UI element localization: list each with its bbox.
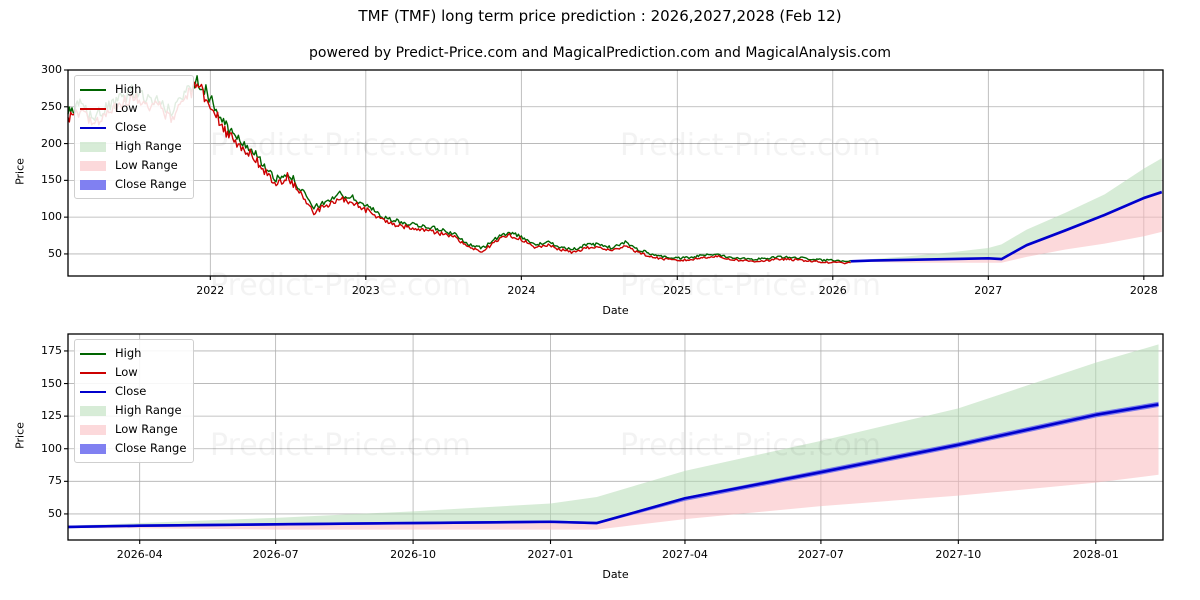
legend-label: Close	[115, 383, 147, 398]
x-tick-label: 2027-10	[935, 548, 982, 561]
legend-marker	[80, 160, 106, 171]
series-line-close	[67, 403, 1159, 529]
x-tick-label: 2022	[196, 284, 225, 297]
legend-label: Low	[115, 100, 138, 115]
chart-legend: High Low Close High Range Low Range Close Ran…	[74, 75, 195, 199]
legend-label: Low Range	[115, 157, 178, 172]
y-tick-label: 300	[41, 63, 62, 76]
x-tick-label: 2026-04	[116, 548, 163, 561]
legend-swatch-close	[80, 386, 106, 398]
legend-swatch-close	[80, 122, 106, 134]
legend-label: High Range	[115, 138, 182, 153]
y-tick-label: 150	[41, 173, 62, 187]
subtitle: powered by Predict-Price.com and Magical…	[309, 45, 891, 61]
legend-swatch-low-range	[80, 160, 106, 172]
legend-marker	[80, 390, 106, 393]
legend-item-high[interactable]: High	[80, 344, 186, 363]
legend-swatch-high-range	[80, 141, 106, 153]
legend-marker	[80, 443, 106, 454]
y-tick-label: 125	[41, 409, 62, 423]
x-tick-label: 2026	[818, 284, 847, 297]
x-axis-label: Date	[602, 568, 629, 581]
y-tick-label: 175	[41, 343, 62, 357]
axis-frame	[67, 333, 1164, 541]
legend-label: Close Range	[115, 176, 187, 191]
legend-swatch-close-range	[80, 179, 106, 191]
legend-item-close-range[interactable]: Close Range	[80, 439, 186, 458]
legend-marker	[80, 179, 106, 190]
legend-item-close[interactable]: Close	[80, 118, 186, 137]
x-tick-label: 2023	[351, 284, 380, 297]
x-tick-label: 2027-07	[797, 548, 844, 561]
x-axis-label: Date	[602, 304, 629, 317]
legend-marker	[80, 126, 106, 129]
x-tick-label: 2026-07	[252, 548, 299, 561]
band-low-range	[850, 192, 1162, 263]
x-tick-label: 2025	[663, 284, 692, 297]
legend-label: High	[115, 81, 142, 96]
legend-item-low[interactable]: Low	[80, 99, 186, 118]
legend-swatch-high-range	[80, 405, 106, 417]
legend-label: High Range	[115, 402, 182, 417]
x-tick-label: 2027	[974, 284, 1003, 297]
plot-background	[68, 70, 1163, 276]
legend-marker	[80, 405, 106, 416]
legend-item-high-range[interactable]: High Range	[80, 137, 186, 156]
legend-label: Low	[115, 364, 138, 379]
legend-label: Low Range	[115, 421, 178, 436]
legend-item-close-range[interactable]: Close Range	[80, 175, 186, 194]
plot-panel-1	[64, 333, 1164, 544]
legend-item-low[interactable]: Low	[80, 363, 186, 382]
legend-swatch-close-range	[80, 443, 106, 455]
plot-panel-0	[64, 69, 1164, 280]
y-tick-label: 250	[41, 99, 62, 113]
legend-label: Close	[115, 119, 147, 134]
axis-frame	[67, 69, 1164, 277]
chart-legend: High Low Close High Range Low Range Close Ran…	[74, 339, 195, 463]
x-tick-label: 2028	[1129, 284, 1158, 297]
legend-label: High	[115, 345, 142, 360]
legend-marker	[80, 424, 106, 435]
y-tick-label: 150	[41, 376, 62, 390]
x-tick-label: 2027-01	[527, 548, 574, 561]
band-high-range	[68, 344, 1159, 527]
legend-item-high-range[interactable]: High Range	[80, 401, 186, 420]
band-high-range	[850, 158, 1162, 262]
y-tick-label: 100	[41, 441, 62, 455]
legend-marker	[80, 352, 106, 355]
legend-marker	[80, 88, 106, 91]
y-tick-label: 100	[41, 210, 62, 224]
legend-marker	[80, 107, 106, 110]
legend-swatch-low	[80, 103, 106, 115]
legend-marker	[80, 141, 106, 152]
x-tick-label: 2026-10	[390, 548, 437, 561]
legend-item-high[interactable]: High	[80, 80, 186, 99]
y-axis-label: Price	[13, 158, 27, 185]
series-line-high	[67, 75, 851, 263]
legend-swatch-low	[80, 367, 106, 379]
legend-item-low-range[interactable]: Low Range	[80, 156, 186, 175]
legend-swatch-low-range	[80, 424, 106, 436]
series-line-close	[850, 190, 1163, 263]
y-axis-label: Price	[13, 422, 27, 449]
legend-swatch-high	[80, 84, 106, 96]
legend-marker	[80, 371, 106, 374]
legend-item-low-range[interactable]: Low Range	[80, 420, 186, 439]
legend-label: Close Range	[115, 440, 187, 455]
x-tick-label: 2027-04	[661, 548, 708, 561]
x-tick-label: 2024	[507, 284, 536, 297]
y-tick-label: 50	[48, 506, 62, 520]
y-tick-label: 200	[41, 136, 62, 150]
y-tick-label: 75	[48, 474, 62, 488]
y-tick-label: 50	[48, 246, 62, 260]
series-line-low	[67, 81, 851, 265]
legend-swatch-high	[80, 348, 106, 360]
x-tick-label: 2028-01	[1072, 548, 1119, 561]
band-low-range	[68, 404, 1159, 530]
page-title: TMF (TMF) long term price prediction : 2…	[358, 7, 842, 25]
legend-item-close[interactable]: Close	[80, 382, 186, 401]
